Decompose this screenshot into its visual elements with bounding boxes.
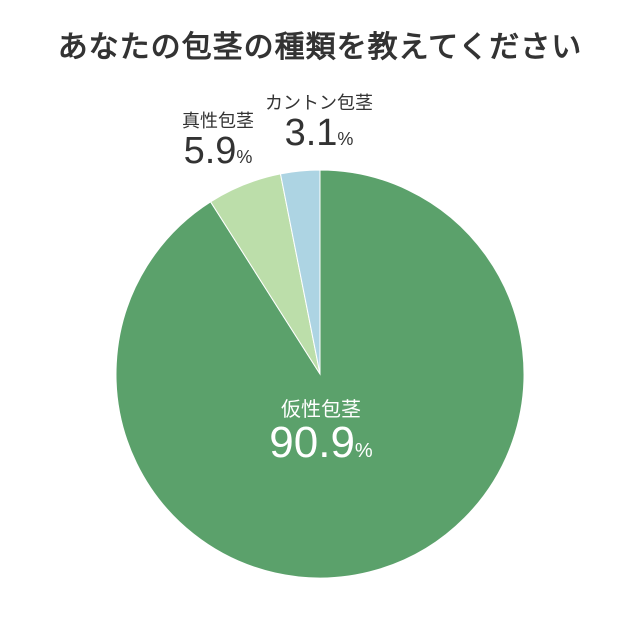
slice-value: 5.9% [148, 129, 288, 172]
slice-label-kasei: 仮性包茎 90.9% [236, 398, 406, 466]
slice-value-number: 3.1 [284, 111, 338, 154]
slice-name: 真性包茎 [182, 111, 254, 132]
slice-kanton [279, 169, 321, 375]
slice-value-unit: % [337, 128, 354, 149]
slice-value-unit: % [354, 440, 373, 462]
slice-name: カントン包茎 [265, 93, 373, 114]
slice-value-unit: % [236, 146, 253, 167]
pie-slices [115, 169, 525, 579]
slice-label-kanton: カントン包茎 3.1% [244, 94, 394, 154]
slice-name: 仮性包茎 [281, 397, 361, 421]
slice-value: 90.9% [236, 418, 406, 467]
slice-value: 3.1% [244, 111, 394, 154]
chart-title: あなたの包茎の種類を教えてください [57, 30, 583, 65]
slice-label-shinsei: 真性包茎 5.9% [148, 112, 288, 172]
slice-value-number: 90.9 [269, 418, 355, 467]
slice-value-number: 5.9 [183, 129, 237, 172]
